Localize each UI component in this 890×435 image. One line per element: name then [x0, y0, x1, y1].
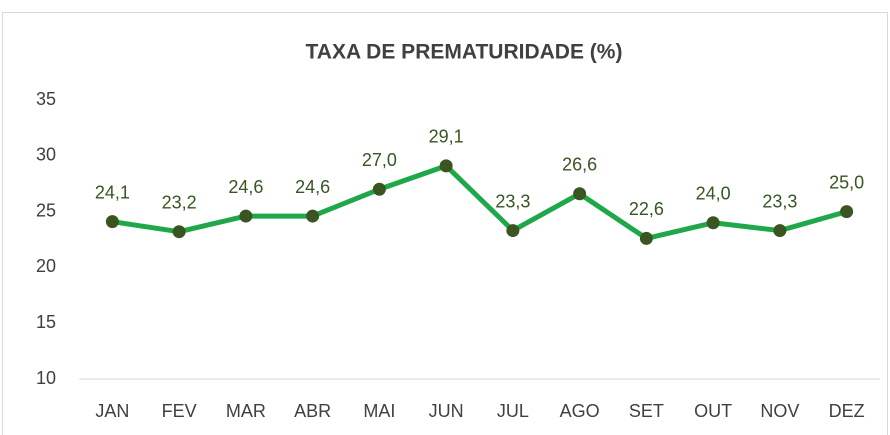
- value-label: 26,6: [562, 154, 597, 174]
- x-tick-label: JUL: [497, 401, 529, 421]
- x-tick-label: ABR: [294, 401, 331, 421]
- x-tick-label: NOV: [760, 401, 799, 421]
- data-point: [639, 231, 653, 245]
- value-label: 27,0: [362, 150, 397, 170]
- x-tick-label: JUN: [429, 401, 464, 421]
- x-tick-label: MAR: [226, 401, 266, 421]
- x-tick-label: JAN: [95, 401, 129, 421]
- y-tick-label: 30: [36, 145, 56, 165]
- x-tick-label: DEZ: [829, 401, 865, 421]
- x-tick-label: AGO: [560, 401, 600, 421]
- data-point: [706, 216, 720, 230]
- data-point: [172, 225, 186, 239]
- x-tick-label: SET: [629, 401, 664, 421]
- value-label: 24,0: [696, 184, 731, 204]
- value-label: 24,1: [95, 182, 130, 202]
- series-line: [112, 163, 848, 241]
- value-label: 23,3: [495, 191, 530, 211]
- value-label: 25,0: [829, 172, 864, 192]
- data-point: [372, 182, 386, 196]
- data-point: [239, 209, 253, 223]
- value-label: 22,6: [629, 199, 664, 219]
- data-point: [105, 215, 119, 229]
- y-tick-label: 20: [36, 256, 56, 276]
- data-point: [573, 187, 587, 201]
- value-label: 23,2: [162, 192, 197, 212]
- data-point: [306, 209, 320, 223]
- value-label: 24,6: [295, 177, 330, 197]
- y-tick-label: 35: [36, 89, 56, 109]
- value-label: 23,3: [762, 191, 797, 211]
- y-tick-label: 25: [36, 200, 56, 220]
- chart-title: TAXA DE PREMATURIDADE (%): [306, 41, 623, 64]
- y-tick-label: 15: [36, 312, 56, 332]
- x-tick-label: OUT: [694, 401, 732, 421]
- data-point: [439, 159, 453, 173]
- value-label: 24,6: [228, 177, 263, 197]
- data-point: [773, 224, 787, 238]
- x-tick-label: MAI: [363, 401, 395, 421]
- data-point: [506, 224, 520, 238]
- y-tick-label: 10: [36, 368, 56, 388]
- value-label: 29,1: [429, 127, 464, 147]
- data-point: [840, 205, 854, 219]
- x-tick-label: FEV: [162, 401, 197, 421]
